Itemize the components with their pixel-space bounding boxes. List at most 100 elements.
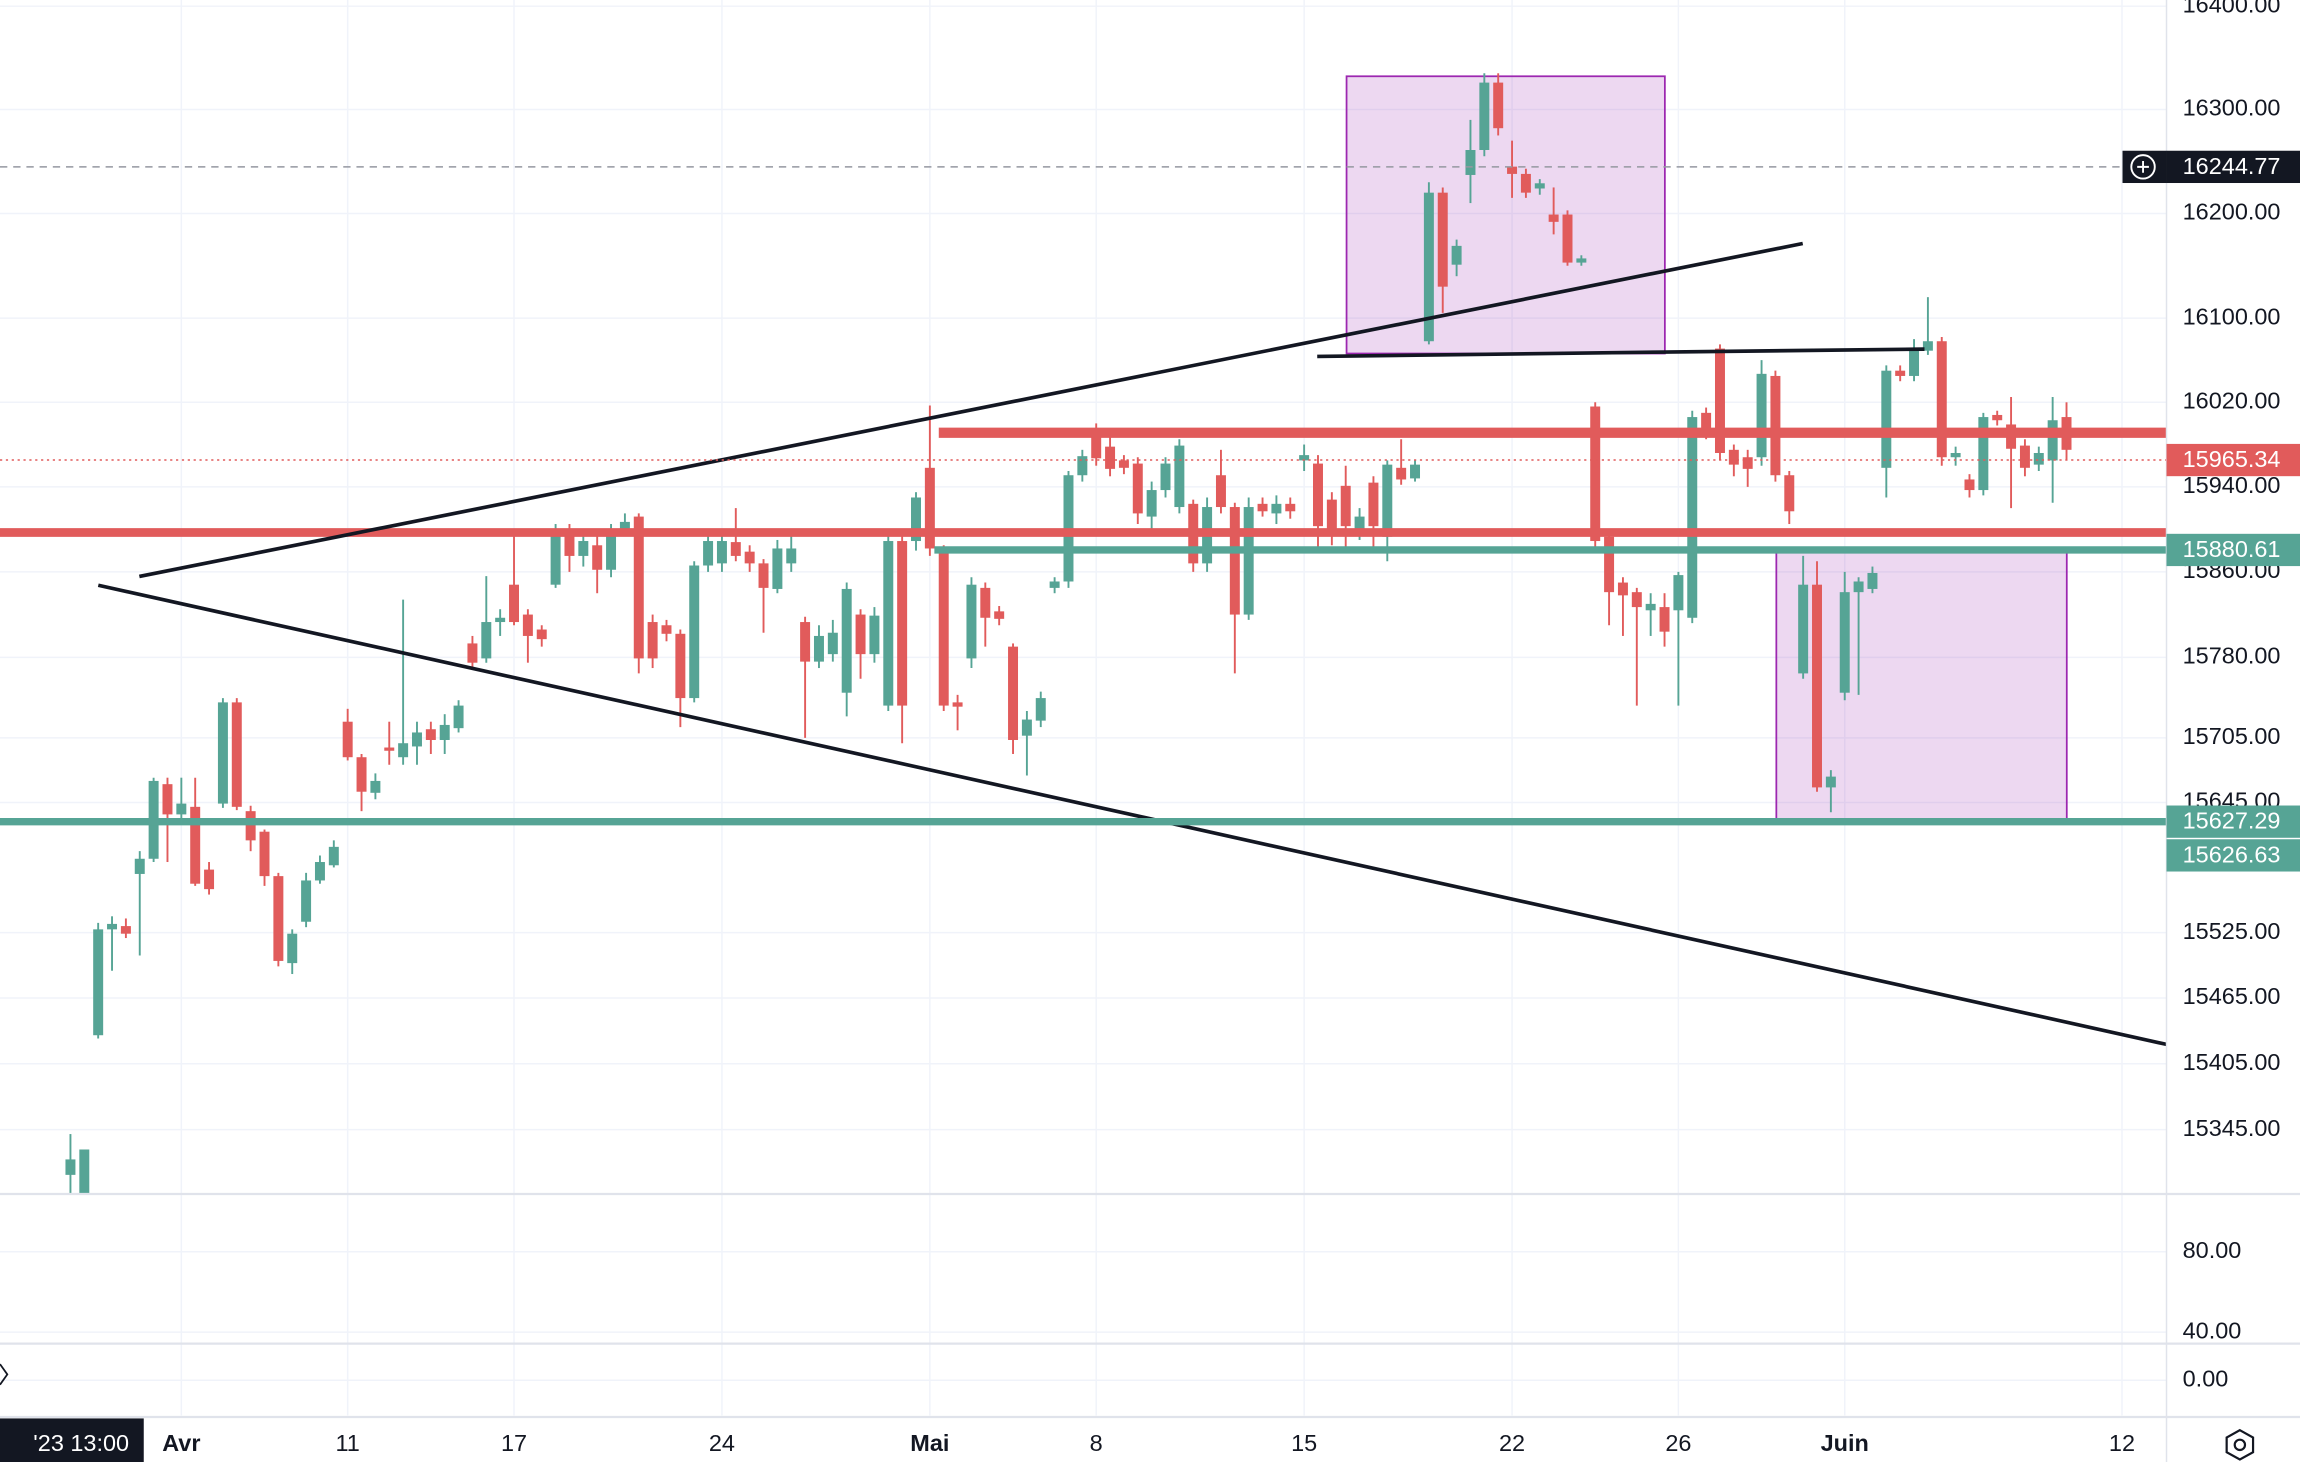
candle-body [1479, 82, 1490, 151]
x-tick-label: 8 [1090, 1430, 1103, 1456]
candle-body [2047, 420, 2058, 461]
y-tick-label: 16020.00 [2183, 387, 2281, 413]
candle-body [398, 743, 409, 758]
candle-body [827, 632, 838, 655]
candle-body [1576, 258, 1587, 263]
candle-body [162, 784, 173, 815]
x-tick-label: 24 [709, 1430, 735, 1456]
candle-body [897, 541, 908, 706]
drawings [0, 241, 2167, 1047]
candle-body [245, 811, 256, 841]
price-label-box [2166, 839, 2300, 872]
candle-body [314, 862, 325, 881]
candle-body [647, 622, 658, 659]
candle-body [425, 729, 436, 740]
candle-body [65, 1159, 76, 1175]
candle-body [980, 587, 991, 618]
candle-body [93, 929, 104, 1036]
settings-icon[interactable] [2225, 1428, 2255, 1461]
y-tick-label: 15345.00 [2183, 1115, 2281, 1141]
candle-body [1687, 417, 1698, 618]
candle-body [1645, 603, 1656, 611]
candle-body [1229, 507, 1240, 615]
neckline [1317, 347, 1925, 359]
y-tick-label: 0.00 [2183, 1365, 2229, 1391]
collapse-icon[interactable] [0, 1363, 9, 1386]
y-tick-label: 16300.00 [2183, 95, 2281, 121]
candle-body [952, 702, 963, 707]
candle-body [661, 625, 672, 634]
crosshair-button [2130, 154, 2156, 180]
candle-body [1978, 417, 1989, 491]
candle-body [328, 846, 339, 866]
settings-hex[interactable] [2225, 1428, 2255, 1461]
x-tick-label: 15 [1291, 1430, 1317, 1456]
candle-body [1756, 373, 1767, 458]
candle-body [883, 541, 894, 706]
candle-body [855, 614, 866, 655]
candle-body [509, 584, 520, 623]
candle-body [1659, 607, 1670, 632]
trend-line [138, 241, 1804, 579]
candle-body [1326, 499, 1337, 534]
candle-body [550, 533, 561, 585]
candle-body [1146, 490, 1157, 517]
candle-body [481, 622, 492, 659]
candle-body [522, 614, 533, 636]
crosshair-time-box [0, 1418, 144, 1462]
candle-body [1617, 582, 1628, 596]
candle-body [301, 880, 312, 922]
candle-body [606, 530, 617, 570]
y-tick-label: 15940.00 [2183, 472, 2281, 498]
candle-body [287, 933, 298, 964]
candle-body [1798, 584, 1809, 674]
candle-body [1673, 575, 1684, 611]
candle-body [1437, 192, 1448, 287]
y-tick-label: 16400.00 [2183, 0, 2281, 17]
candle-body [716, 541, 727, 564]
x-tick-label: 12 [2109, 1430, 2135, 1456]
settings-dot[interactable] [2233, 1438, 2247, 1452]
candle-body [1548, 214, 1559, 222]
y-tick-label: 16200.00 [2183, 199, 2281, 225]
x-tick-label: Mai [910, 1430, 949, 1456]
candle-body [1132, 463, 1143, 514]
y-tick-label: 15780.00 [2183, 643, 2281, 669]
candle-body [1922, 341, 1933, 351]
candle-body [231, 702, 242, 807]
price-label: 15965.34 [2183, 446, 2281, 472]
candle-body [356, 757, 367, 792]
price-axis-bg [2166, 0, 2300, 1462]
candle-body [675, 633, 686, 699]
candle-body [578, 541, 589, 556]
candle-body [813, 635, 824, 662]
candle-body [1423, 192, 1434, 342]
candle-body [259, 831, 270, 877]
candle-body [204, 869, 215, 890]
price-label: 16244.77 [2183, 153, 2281, 179]
crosshair-time-label: '23 13:00 [33, 1430, 129, 1456]
candle-body [1160, 463, 1171, 491]
candle-body [467, 643, 478, 663]
candle-body [1368, 482, 1379, 527]
candle-body [1895, 370, 1906, 376]
candle-body [134, 858, 145, 874]
candle-body [1590, 406, 1601, 542]
candle-body [1534, 183, 1545, 189]
candle-body [841, 588, 852, 693]
price-label: 15880.61 [2183, 536, 2281, 562]
candle-body [370, 780, 381, 793]
candle-body [411, 732, 422, 747]
zone-box [1345, 75, 1666, 355]
candle-body [190, 806, 201, 884]
candle-body [384, 747, 395, 751]
candle-body [1257, 503, 1268, 512]
candle-body [1631, 592, 1642, 608]
candle-body [1451, 245, 1462, 265]
candle-body [1313, 463, 1323, 527]
price-label-box [2166, 150, 2300, 184]
